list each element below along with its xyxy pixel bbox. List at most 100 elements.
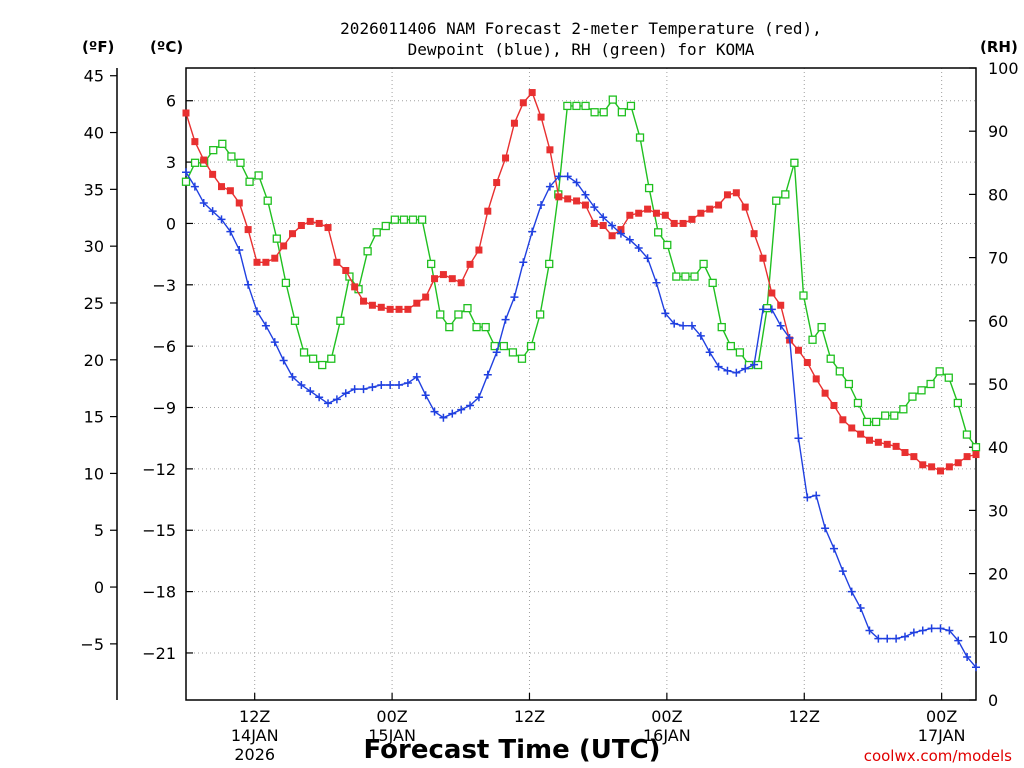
dewpoint-point	[288, 372, 297, 381]
celsius-tick-label: −15	[142, 521, 176, 540]
temperature-point	[599, 221, 607, 229]
temperature-point	[661, 211, 669, 219]
temperature-point	[351, 283, 359, 291]
temperature-point	[235, 199, 243, 207]
rh-point	[799, 291, 808, 300]
dewpoint-point	[359, 385, 368, 394]
dewpoint-point	[261, 321, 270, 330]
temperature-point	[182, 109, 190, 117]
temperature-point	[635, 209, 643, 217]
x-tick-date: 16JAN	[643, 726, 691, 745]
temperature-point	[439, 271, 447, 279]
dewpoint-point	[244, 280, 253, 289]
x-tick-date: 17JAN	[918, 726, 966, 745]
temperature-line	[185, 91, 977, 472]
grid	[186, 68, 976, 700]
temperature-point	[706, 205, 714, 213]
dewpoint-point	[457, 405, 466, 414]
chart-title-line2: Dewpoint (blue), RH (green) for KOMA	[408, 40, 755, 59]
rh-point	[672, 272, 681, 281]
temperature-point	[972, 451, 980, 459]
chart-title: 2026011406 NAM Forecast 2-meter Temperat…	[340, 19, 822, 38]
dewpoint-point	[652, 278, 661, 287]
x-tick-label: 00Z	[926, 707, 957, 726]
dewpoint-point	[892, 634, 901, 643]
rh-point	[772, 196, 781, 205]
dewpoint-point	[554, 172, 563, 181]
fahrenheit-tick-label: 40	[84, 124, 104, 143]
temperature-point	[510, 119, 518, 127]
temperature-point	[218, 183, 226, 191]
rh-point	[790, 158, 799, 167]
rh-point	[735, 348, 745, 357]
fahrenheit-axis: 45 40 35 30 25 20 15 10 5 0 −5	[80, 67, 117, 654]
dewpoint-point	[803, 493, 812, 502]
rh-point	[472, 322, 481, 332]
celsius-tick-label: −3	[152, 276, 176, 295]
rh-point	[463, 304, 472, 313]
dewpoint-point	[563, 172, 572, 181]
rh-tick-label: 0	[988, 691, 998, 710]
fahrenheit-tick-label: 25	[84, 294, 104, 313]
rh-point	[299, 348, 309, 357]
rh-point	[781, 190, 790, 199]
temperature-point	[715, 201, 723, 209]
dewpoint-point	[661, 309, 670, 318]
dewpoint-point	[909, 628, 918, 637]
dewpoint-point	[821, 524, 830, 533]
series-rh	[181, 95, 981, 452]
temperature-point	[741, 203, 749, 211]
temperature-point	[626, 211, 634, 219]
rh-tick-label: 70	[988, 249, 1008, 268]
dewpoint-point	[537, 201, 546, 210]
dewpoint-point	[785, 333, 794, 342]
fahrenheit-tick-label: 10	[84, 464, 104, 483]
dewpoint-point	[386, 381, 395, 390]
temperature-point	[644, 205, 652, 213]
temperature-point	[519, 99, 527, 107]
temperature-point	[777, 301, 785, 309]
rh-point	[908, 392, 917, 401]
dewpoint-point	[599, 213, 608, 222]
rh-point	[526, 341, 536, 351]
temperature-point	[865, 436, 873, 444]
x-tick-label: 12Z	[239, 707, 270, 726]
dewpoint-point	[767, 305, 776, 314]
dewpoint-point	[705, 348, 714, 357]
temperature-point	[697, 209, 705, 217]
rh-point	[381, 221, 390, 231]
dewpoint-point	[963, 653, 972, 662]
dewpoint-point	[501, 315, 510, 324]
celsius-tick-label: −12	[142, 460, 176, 479]
dewpoint-point	[350, 385, 359, 394]
rh-point	[971, 443, 981, 452]
temperature-point	[271, 254, 279, 262]
rh-point	[581, 101, 590, 111]
rh-point	[835, 367, 844, 376]
rh-point	[263, 196, 272, 205]
temperature-point	[306, 217, 314, 225]
temperature-point	[723, 191, 731, 199]
dewpoint-point	[315, 393, 324, 402]
rh-point	[372, 228, 381, 237]
dewpoint-point	[483, 370, 492, 379]
rh-point	[654, 228, 663, 237]
dewpoint-point	[732, 368, 741, 377]
dewpoint-point	[936, 624, 945, 633]
rh-point	[917, 386, 926, 395]
dewpoint-point	[608, 221, 617, 230]
temperature-point	[395, 305, 403, 313]
temperature-point	[759, 254, 767, 262]
dewpoint-point	[670, 319, 679, 328]
rh-point	[962, 430, 972, 439]
x-tick-year: 2026	[234, 745, 275, 764]
rh-line	[185, 98, 977, 448]
rh-point	[699, 259, 708, 269]
rh-point	[545, 259, 554, 269]
rh-point	[844, 379, 854, 389]
dewpoint-point	[297, 381, 306, 390]
x-tick-label: 12Z	[514, 707, 545, 726]
dewpoint-point	[723, 366, 732, 375]
